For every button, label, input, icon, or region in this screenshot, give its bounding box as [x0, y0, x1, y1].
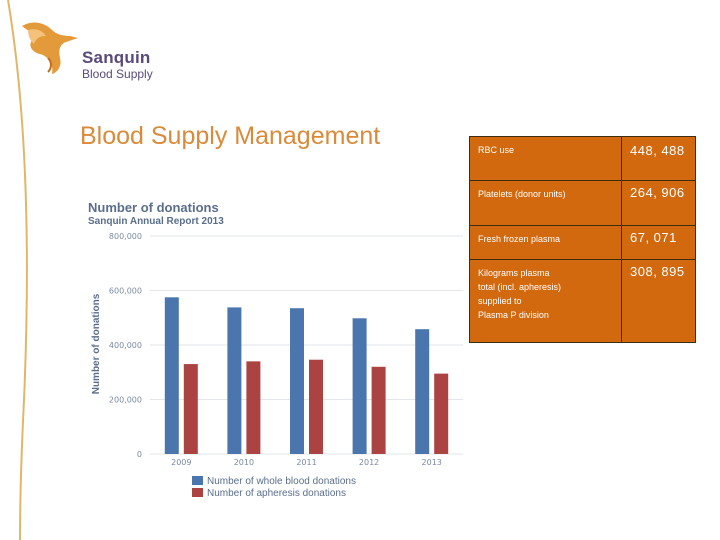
table-row: Platelets (donor units) 264, 906	[469, 180, 696, 226]
stat-value: 448, 488	[621, 136, 696, 181]
y-tick-label: 800,000	[109, 232, 142, 241]
bar-apheresis-2010	[246, 361, 261, 454]
table-row: RBC use 448, 488	[469, 136, 696, 181]
stat-value: 67, 071	[621, 225, 696, 260]
table-row: Fresh frozen plasma 67, 071	[469, 225, 696, 260]
chart-title: Number of donations	[88, 200, 219, 215]
y-tick-label: 0	[137, 450, 142, 459]
x-tick-label: 2009	[171, 458, 191, 467]
logo-wordmark: Sanquin	[82, 48, 151, 67]
x-tick-label: 2011	[296, 458, 316, 467]
stat-value: 308, 895	[621, 259, 696, 343]
chart-subtitle: Sanquin Annual Report 2013	[88, 216, 224, 227]
stat-label: Kilograms plasma total (incl. apheresis)…	[469, 259, 622, 343]
stat-label-line: total (incl. apheresis)	[478, 282, 562, 292]
stat-value: 264, 906	[621, 180, 696, 226]
bar-whole-blood-2012	[352, 318, 367, 454]
sanquin-logo: Sanquin Blood Supply	[18, 14, 168, 84]
table-row: Kilograms plasma total (incl. apheresis)…	[469, 259, 696, 343]
legend-swatch	[192, 488, 203, 497]
x-tick-label: 2010	[234, 458, 254, 467]
bar-apheresis-2011	[309, 359, 323, 454]
pelican-logo-icon	[22, 22, 78, 74]
y-tick-label: 200,000	[109, 396, 142, 405]
stat-label-line: supplied to	[478, 296, 522, 306]
legend-entry: Number of whole blood donations	[207, 476, 356, 487]
bar-apheresis-2013	[434, 373, 449, 454]
side-decoration-arc	[7, 0, 28, 540]
bar-whole-blood-2010	[227, 307, 242, 454]
stat-label: Platelets (donor units)	[469, 180, 622, 226]
bar-whole-blood-2013	[415, 329, 430, 454]
logo-subtitle: Blood Supply	[82, 67, 153, 81]
x-tick-label: 2013	[422, 458, 442, 467]
x-tick-label: 2012	[359, 458, 379, 467]
bar-apheresis-2012	[371, 366, 386, 454]
donations-chart: Number of donations Sanquin Annual Repor…	[80, 196, 465, 506]
legend-entry: Number of apheresis donations	[207, 488, 346, 499]
y-tick-label: 600,000	[109, 287, 142, 296]
stat-label-line: Kilograms plasma	[478, 268, 550, 278]
stat-label: Fresh frozen plasma	[469, 225, 622, 260]
y-axis-label: Number of donations	[91, 293, 102, 394]
bar-whole-blood-2011	[290, 308, 304, 454]
blood-stats-table: RBC use 448, 488 Platelets (donor units)…	[469, 136, 696, 343]
y-tick-label: 400,000	[109, 341, 142, 350]
bar-whole-blood-2009	[164, 297, 179, 454]
slide-title: Blood Supply Management	[80, 122, 381, 150]
bar-apheresis-2009	[183, 364, 198, 454]
stat-label: RBC use	[469, 136, 622, 181]
legend-swatch	[192, 476, 203, 485]
stat-label-line: Plasma P division	[478, 310, 549, 320]
